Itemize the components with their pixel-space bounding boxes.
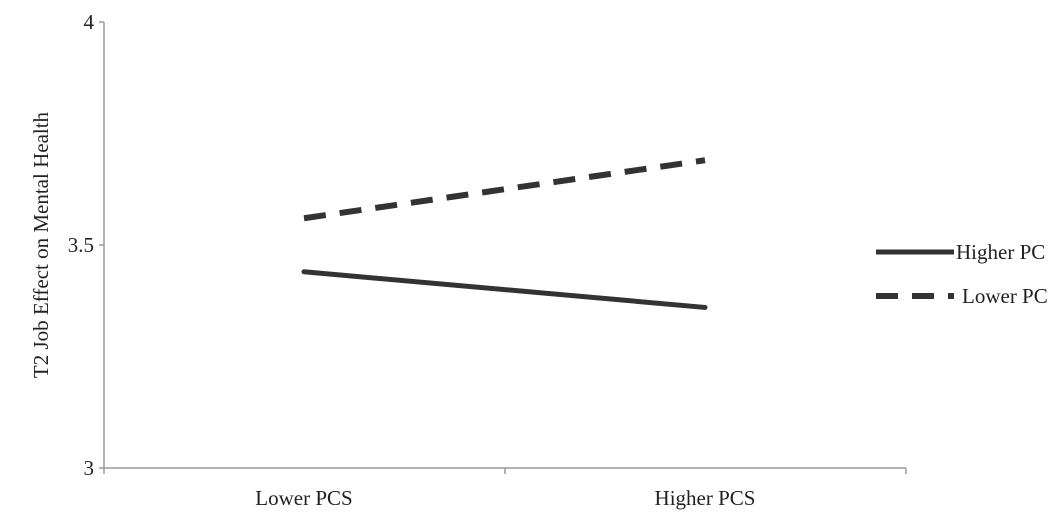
y-tick-label: 3.5 [68,233,94,257]
x-tick-label: Lower PCS [255,486,352,510]
legend-label-lower-pc: Lower PC [962,284,1048,308]
x-tick-label: Higher PCS [655,486,756,510]
legend-label-higher-pc: Higher PC [956,240,1045,264]
series-line-lower-pc [303,157,706,222]
series-line-higher-pc [301,269,708,310]
y-axis-title: T2 Job Effect on Mental Health [29,111,53,378]
y-tick-label: 4 [84,10,95,34]
legend: Higher PC Lower PC [876,240,1048,308]
y-tick-label: 3 [84,456,95,480]
